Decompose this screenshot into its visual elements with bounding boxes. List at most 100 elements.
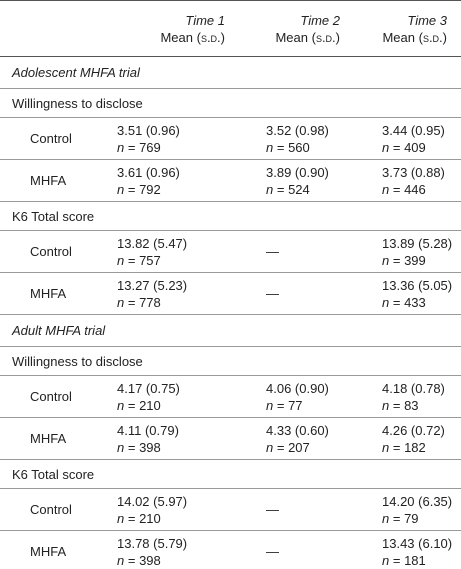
n-value: = 181 [392,552,426,568]
n-symbol: n [382,139,390,155]
group-row: Control 14.02 (5.97) n = 210—14.20 (6.35) n… [0,488,461,531]
stat-label: Mean [382,29,415,45]
group-name: MHFA [0,417,110,460]
value-cell: 4.17 (0.75) n = 210 [110,375,260,418]
n-symbol: n [117,294,125,310]
n-value: = 398 [127,552,161,568]
n-symbol: n [117,552,125,568]
sd-label: (s.d.) [418,29,447,45]
value-cell: 3.52 (0.98) n = 560 [260,117,375,160]
value-cell: 13.43 (6.10) n = 181 [375,530,461,569]
mean-sd: 3.51 (0.96) [117,122,180,138]
n-value: = 792 [127,181,161,197]
n-symbol: n [382,439,390,455]
mean-sd: 3.73 (0.88) [382,164,445,180]
n-value: = 560 [276,139,310,155]
mean-sd: — [266,502,279,517]
n-value: = 778 [127,294,161,310]
n-symbol: n [382,294,390,310]
n-symbol: n [266,397,274,413]
header-row: Time 1 Mean (s.d.) Time 2 Mean (s.d.) Time 3… [0,0,461,57]
n-value: = 433 [392,294,426,310]
n-value: = 182 [392,439,426,455]
mean-sd: 4.33 (0.60) [266,422,329,438]
value-cell: 13.78 (5.79) n = 398 [110,530,260,569]
group-name: Control [0,375,110,418]
measure-name: K6 Total score [0,201,461,231]
sd-label: (s.d.) [196,29,225,45]
value-cell: — [260,272,375,315]
value-cell: 13.36 (5.05) n = 433 [375,272,461,315]
group-name: Control [0,230,110,273]
measure-name: Willingness to disclose [0,88,461,118]
value-cell: 3.51 (0.96) n = 769 [110,117,260,160]
value-cell: 3.44 (0.95) n = 409 [375,117,461,160]
n-symbol: n [117,181,125,197]
n-symbol: n [117,397,125,413]
mean-sd: 13.82 (5.47) [117,235,188,251]
n-symbol: n [382,181,390,197]
n-symbol: n [382,252,390,268]
n-value: = 210 [127,397,161,413]
mean-sd: 4.11 (0.79) [117,422,179,438]
n-value: = 757 [127,252,161,268]
mean-sd: 4.06 (0.90) [266,380,329,396]
n-symbol: n [266,139,274,155]
header-cell: Time 3 Mean (s.d.) [375,0,461,57]
mean-sd: — [266,244,279,259]
header-cell: Time 1 Mean (s.d.) [110,0,260,57]
stat-label: Mean [160,29,193,45]
n-symbol: n [117,439,125,455]
section-row: Adult MHFA trial [0,314,461,347]
mean-sd: — [266,544,279,559]
group-row: Control 13.82 (5.47) n = 757—13.89 (5.28) n… [0,230,461,273]
group-name: MHFA [0,272,110,315]
group-row: Control 4.17 (0.75) n = 210 4.06 (0.90) n = … [0,375,461,418]
n-value: = 83 [392,397,419,413]
measure-row: Willingness to disclose [0,346,461,376]
mean-sd: 4.26 (0.72) [382,422,445,438]
mean-sd: 3.44 (0.95) [382,122,445,138]
mean-sd: 13.27 (5.23) [117,277,188,293]
measure-row: K6 Total score [0,201,461,231]
value-cell: 4.33 (0.60) n = 207 [260,417,375,460]
value-cell: 3.73 (0.88) n = 446 [375,159,461,202]
n-value: = 399 [392,252,426,268]
n-symbol: n [382,397,390,413]
n-value: = 210 [127,510,161,526]
n-value: = 207 [276,439,310,455]
group-row: MHFA 3.61 (0.96) n = 792 3.89 (0.90) n = 524… [0,159,461,202]
mean-sd: 13.43 (6.10) [382,535,453,551]
group-name: MHFA [0,159,110,202]
n-symbol: n [266,439,274,455]
measure-row: K6 Total score [0,459,461,489]
value-cell: 13.82 (5.47) n = 757 [110,230,260,273]
mean-sd: 3.61 (0.96) [117,164,180,180]
n-symbol: n [117,252,125,268]
measure-name: K6 Total score [0,459,461,489]
time-label: Time 2 [300,12,340,28]
header-cell [0,0,110,57]
header-cell: Time 2 Mean (s.d.) [260,0,375,57]
time-label: Time 1 [185,12,225,28]
n-value: = 398 [127,439,161,455]
n-symbol: n [117,510,125,526]
section-title: Adult MHFA trial [0,314,461,347]
n-value: = 79 [392,510,419,526]
n-symbol: n [117,139,125,155]
measure-row: Willingness to disclose [0,88,461,118]
value-cell: — [260,230,375,273]
mean-sd: 13.78 (5.79) [117,535,188,551]
value-cell: 14.20 (6.35) n = 79 [375,488,461,531]
mean-sd: 13.36 (5.05) [382,277,453,293]
value-cell: 3.61 (0.96) n = 792 [110,159,260,202]
group-row: MHFA 4.11 (0.79) n = 398 4.33 (0.60) n = 207… [0,417,461,460]
stat-label: Mean [275,29,308,45]
n-value: = 409 [392,139,426,155]
value-cell: 4.18 (0.78) n = 83 [375,375,461,418]
section-title: Adolescent MHFA trial [0,56,461,89]
n-value: = 77 [276,397,303,413]
mean-sd: 14.20 (6.35) [382,493,453,509]
group-name: Control [0,488,110,531]
